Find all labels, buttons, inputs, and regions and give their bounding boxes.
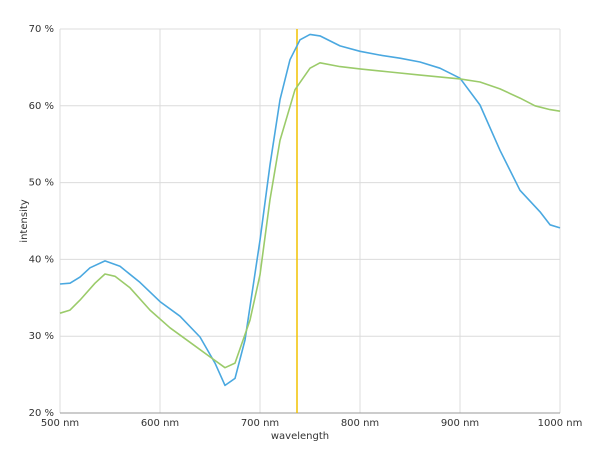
y-tick-label: 20 % <box>29 408 54 419</box>
data-line <box>59 62 561 369</box>
x-tick-label: 800 nm <box>341 418 379 429</box>
x-tick-label: 1000 nm <box>538 418 583 429</box>
x-tick-label: 700 nm <box>241 418 279 429</box>
x-axis-label: wavelength <box>271 431 329 442</box>
y-tick-label: 50 % <box>29 178 54 189</box>
x-tick-label: 500 nm <box>41 418 79 429</box>
y-axis-label: intensity <box>19 199 30 242</box>
y-tick-label: 70 % <box>29 24 54 35</box>
data-line <box>59 33 561 387</box>
y-tick-label: 30 % <box>29 331 54 342</box>
y-tick-label: 60 % <box>29 101 54 112</box>
x-tick-label: 600 nm <box>141 418 179 429</box>
y-tick-label: 40 % <box>29 254 54 265</box>
x-tick-label: 900 nm <box>441 418 479 429</box>
